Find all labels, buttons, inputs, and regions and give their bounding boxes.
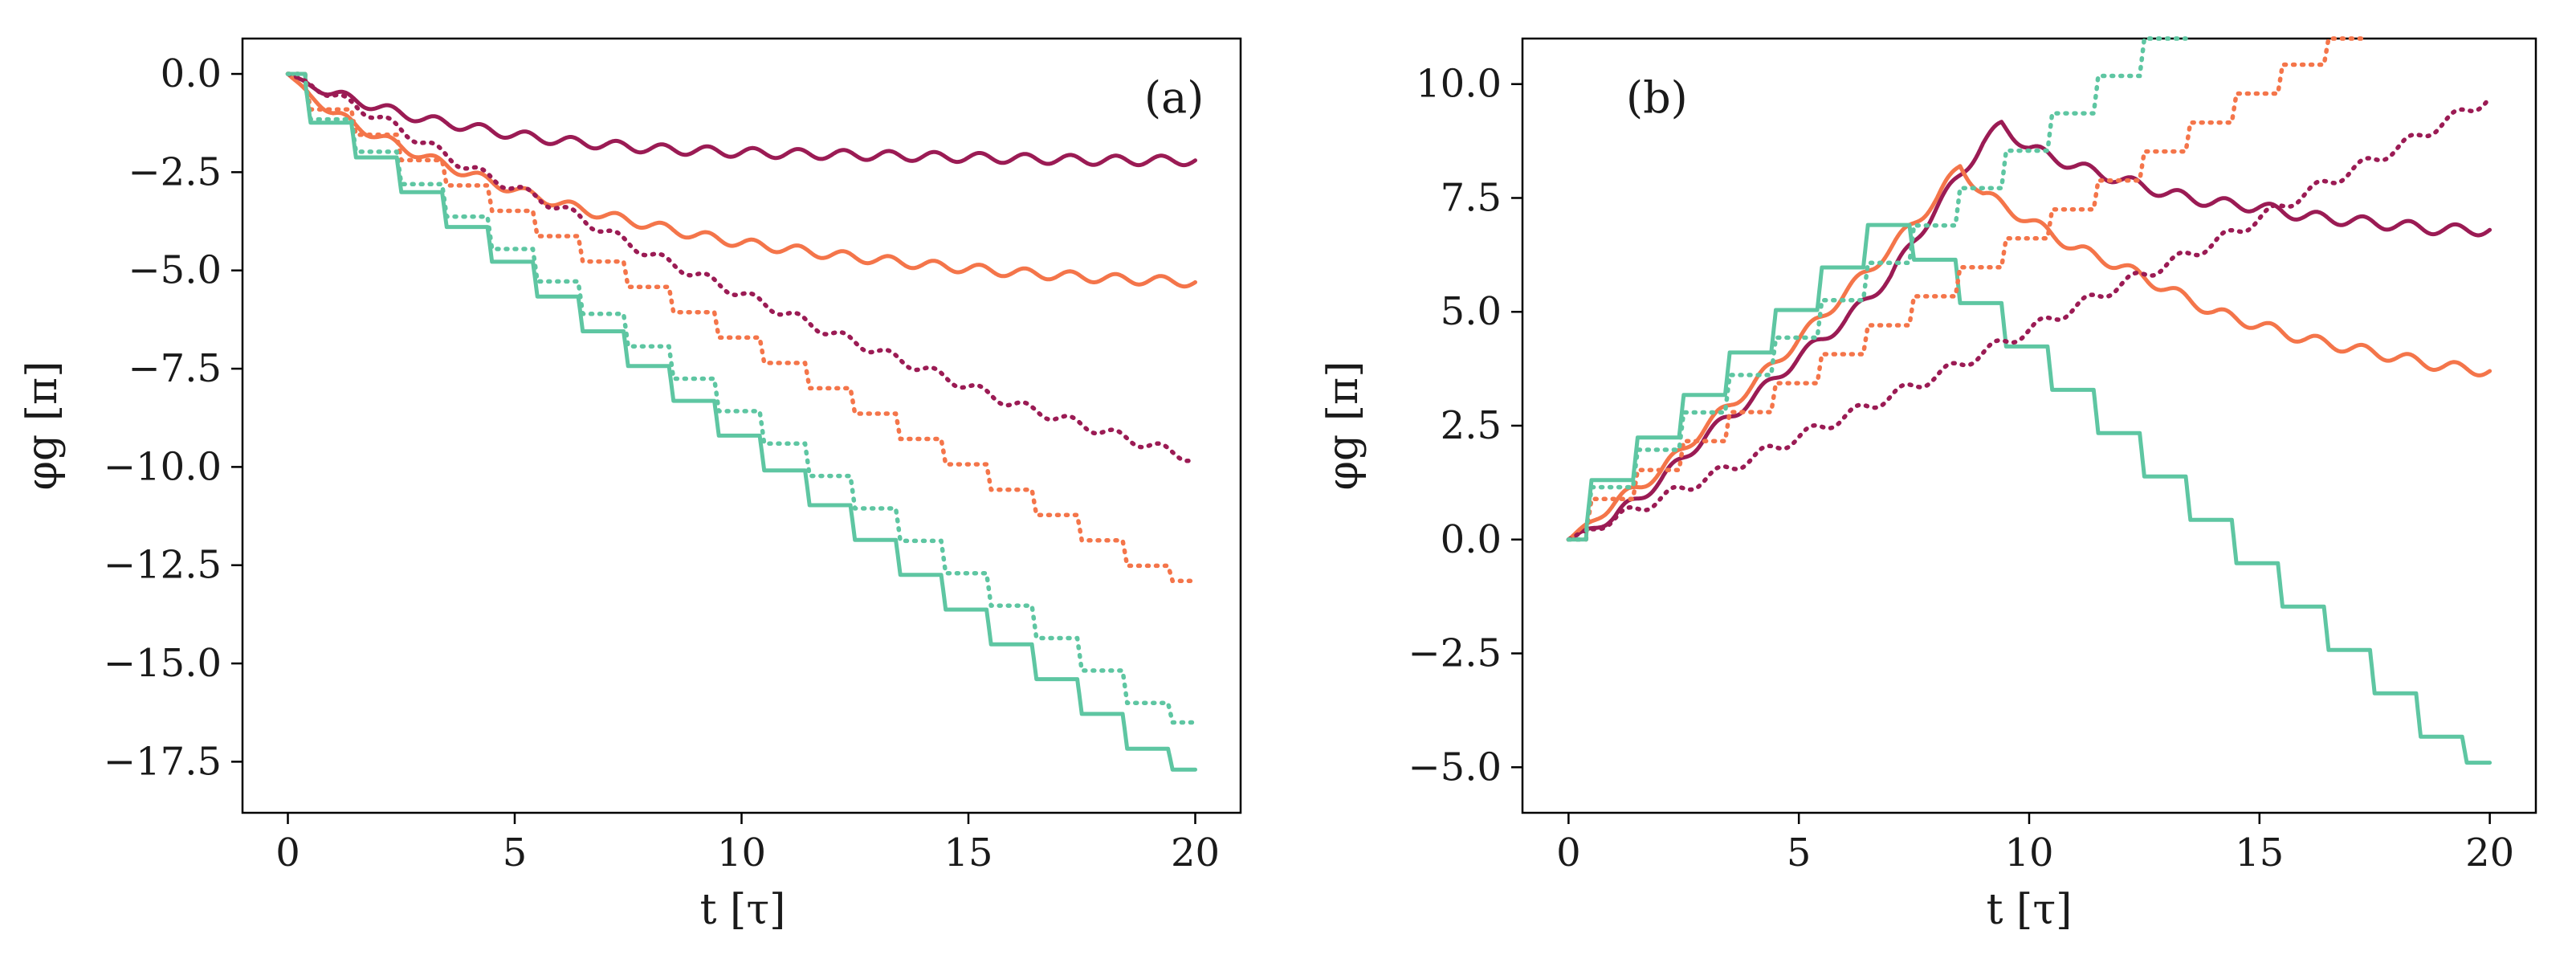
panel-a-label: (a) [1144, 72, 1204, 123]
series-crimson-solid [1566, 120, 2492, 542]
x-tick-label: 15 [944, 830, 992, 875]
y-tick-label: −10.0 [104, 444, 222, 489]
panel-b-ylabel: φg [π] [1319, 361, 1367, 491]
y-tick-label: 2.5 [1441, 403, 1502, 448]
series-crimson-dotted [1566, 95, 2492, 542]
series-orange-solid [1566, 164, 2492, 542]
x-tick-label: 0 [275, 830, 300, 875]
y-tick-label: −2.5 [1408, 631, 1502, 676]
series-teal-dotted [1566, 36, 2188, 542]
series-teal-solid [1566, 222, 2492, 765]
series-teal-solid [286, 71, 1197, 772]
panel-b-frame [1521, 37, 2537, 814]
x-tick-label: 15 [2235, 830, 2284, 875]
series-crimson-solid [286, 71, 1197, 168]
x-tick-label: 20 [1171, 830, 1220, 875]
series-teal-dotted [285, 71, 1198, 725]
x-tick-label: 0 [1556, 830, 1581, 875]
panel-b: (b) t [τ] φg [π] 0 5 10 15 20 10.0 7.5 5.0 2.5 0.… [1319, 36, 2537, 934]
y-tick-label: 0.0 [1441, 517, 1502, 562]
y-tick-label: 7.5 [1441, 175, 1502, 220]
y-tick-label: −5.0 [1408, 745, 1502, 790]
panel-b-lines [1566, 36, 2492, 765]
series-orange-solid [286, 71, 1197, 289]
y-tick-label: 0.0 [161, 51, 222, 96]
series-orange-dotted [285, 71, 1198, 584]
panel-a-ticks: 0 5 10 15 20 0.0 −2.5 −5.0 −7.5 −10.0 −12.5 −15.0 −1… [104, 51, 1220, 875]
x-tick-label: 5 [1787, 830, 1812, 875]
y-tick-label: −2.5 [128, 149, 222, 194]
y-tick-label: −12.5 [104, 543, 222, 588]
y-tick-label: 10.0 [1416, 62, 1502, 107]
x-tick-label: 10 [2004, 830, 2053, 875]
series-orange-dotted [1566, 36, 2368, 542]
y-tick-label: 5.0 [1441, 289, 1502, 334]
x-tick-label: 10 [717, 830, 766, 875]
y-tick-label: −7.5 [128, 346, 222, 391]
panel-a-xlabel: t [τ] [700, 886, 786, 934]
x-tick-label: 5 [503, 830, 528, 875]
panel-b-xlabel: t [τ] [1987, 886, 2073, 934]
y-tick-label: −5.0 [128, 248, 222, 293]
panel-a-ylabel: φg [π] [18, 361, 67, 491]
y-tick-label: −15.0 [104, 641, 222, 686]
panel-a: (a) t [τ] φg [π] 0 5 10 15 20 0.0 −2.5 −5.0 −7.5… [18, 37, 1242, 934]
y-tick-label: −17.5 [104, 739, 222, 784]
panel-b-label: (b) [1626, 72, 1688, 123]
x-tick-label: 20 [2465, 830, 2514, 875]
panel-a-lines [285, 71, 1198, 772]
panel-b-ticks: 0 5 10 15 20 10.0 7.5 5.0 2.5 0.0 −2.5 −5.0 [1408, 62, 2514, 875]
series-crimson-dotted [285, 71, 1198, 463]
